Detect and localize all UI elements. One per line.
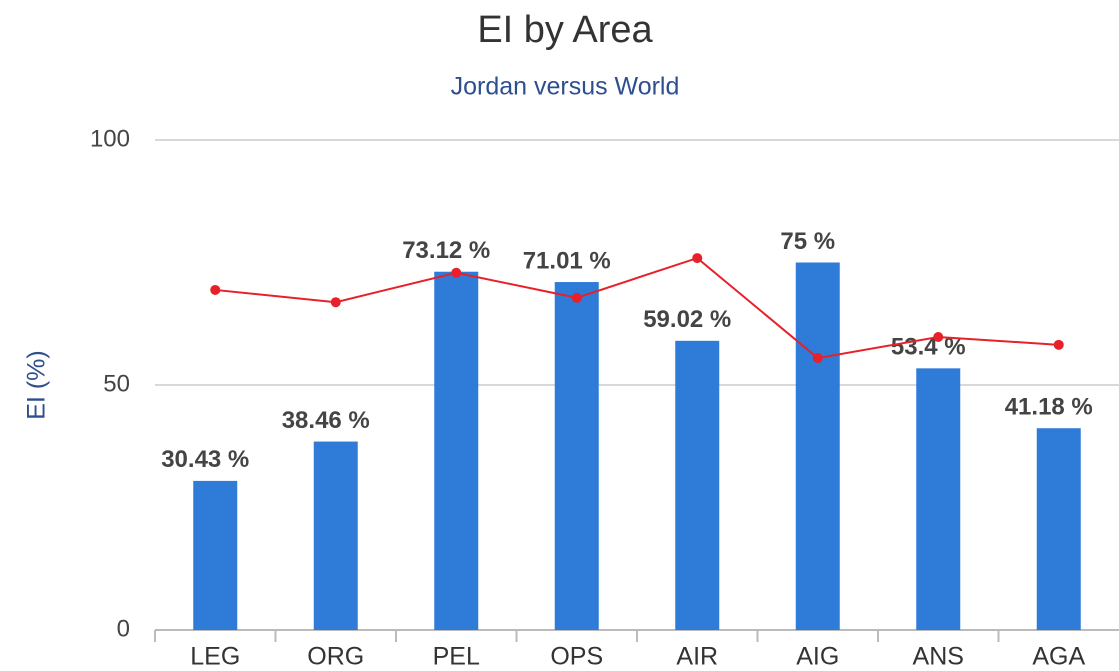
data-label: 75 % (780, 228, 835, 255)
y-axis-label: EI (%) (23, 350, 51, 419)
y-tick-label: 50 (103, 370, 130, 397)
x-tick-label: AIG (796, 643, 839, 671)
line-point (571, 292, 582, 303)
x-tick-label: PEL (433, 643, 480, 671)
x-tick-label: ORG (307, 643, 364, 671)
line-point (330, 297, 341, 308)
bar (434, 271, 479, 630)
x-tick-label: AIR (676, 643, 718, 671)
data-label: 41.18 % (1005, 394, 1093, 421)
chart-title: EI by Area (477, 9, 653, 51)
data-label: 73.12 % (402, 237, 490, 264)
data-label: 30.43 % (161, 446, 249, 473)
bar (313, 441, 358, 630)
y-tick-label: 100 (90, 125, 130, 152)
chart-subtitle: Jordan versus World (451, 73, 680, 101)
line-point (933, 331, 944, 342)
bar (675, 340, 720, 630)
data-label: 59.02 % (643, 306, 731, 333)
bar (554, 282, 599, 630)
x-tick-label: AGA (1032, 643, 1085, 671)
line-point (451, 267, 462, 278)
data-label: 71.01 % (523, 247, 611, 274)
y-tick-label: 0 (117, 615, 130, 642)
line (215, 256, 1059, 360)
line-point (692, 253, 703, 264)
bar (795, 262, 840, 630)
line-point (812, 353, 823, 364)
x-tick-label: LEG (190, 643, 240, 671)
x-tick-label: OPS (550, 643, 603, 671)
line-point (210, 284, 221, 295)
x-tick-label: ANS (913, 643, 964, 671)
bar (193, 480, 238, 630)
bar (1036, 428, 1081, 630)
data-label: 38.46 % (282, 407, 370, 434)
line-point (1053, 339, 1064, 350)
bar (916, 368, 961, 630)
